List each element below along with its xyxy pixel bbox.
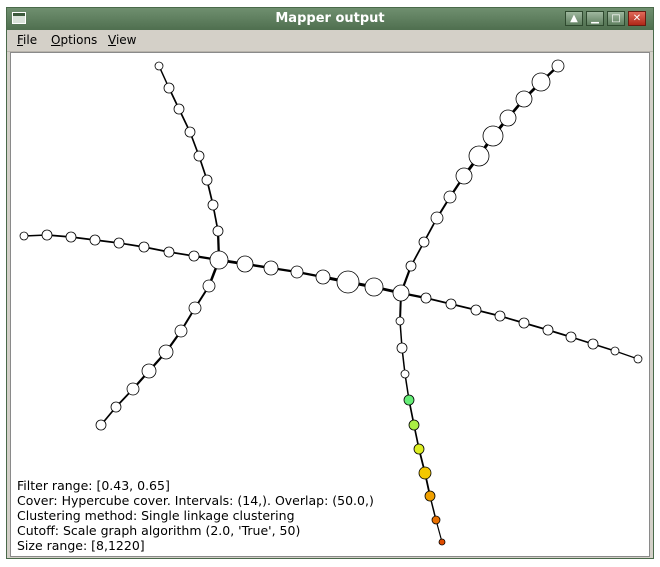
graph-node[interactable]	[113, 237, 125, 249]
graph-node[interactable]	[202, 279, 216, 293]
graph-canvas[interactable]: Filter range: [0.43, 0.65] Cover: Hyperc…	[10, 52, 650, 557]
graph-node[interactable]	[405, 260, 417, 272]
graph-node[interactable]	[315, 269, 331, 285]
graph-node[interactable]	[126, 382, 140, 396]
size-range-text: Size range: [8,1220]	[17, 538, 145, 553]
graph-node[interactable]	[424, 490, 436, 502]
graph-node[interactable]	[633, 354, 643, 364]
graph-node[interactable]	[430, 211, 444, 225]
graph-node[interactable]	[468, 145, 490, 167]
graph-node[interactable]	[364, 277, 384, 297]
graph-node[interactable]	[290, 265, 304, 279]
clustering-text: Clustering method: Single linkage cluste…	[17, 508, 295, 523]
graph-node[interactable]	[403, 394, 415, 406]
mapper-graph[interactable]	[11, 53, 649, 556]
graph-node[interactable]	[193, 150, 205, 162]
graph-node[interactable]	[188, 250, 200, 262]
graph-node[interactable]	[209, 250, 229, 270]
title-bar[interactable]: Mapper output ▲ ▁ □ ✕	[7, 8, 653, 30]
close-icon[interactable]: ✕	[628, 11, 646, 26]
graph-node[interactable]	[163, 246, 175, 258]
graph-node[interactable]	[515, 90, 533, 108]
graph-node[interactable]	[163, 82, 175, 94]
graph-node[interactable]	[445, 298, 457, 310]
graph-node[interactable]	[551, 59, 565, 73]
menu-view[interactable]: View	[108, 33, 136, 47]
graph-node[interactable]	[610, 346, 620, 356]
mapper-window: Mapper output ▲ ▁ □ ✕ File Options View …	[6, 7, 654, 559]
graph-node[interactable]	[158, 344, 174, 360]
graph-node[interactable]	[413, 443, 425, 455]
graph-node[interactable]	[19, 231, 29, 241]
graph-node[interactable]	[482, 125, 504, 147]
graph-node[interactable]	[173, 103, 185, 115]
graph-node[interactable]	[531, 72, 551, 92]
graph-node[interactable]	[392, 284, 410, 302]
graph-nodes	[19, 59, 643, 546]
graph-node[interactable]	[110, 401, 122, 413]
graph-node[interactable]	[263, 260, 279, 276]
graph-node[interactable]	[470, 304, 482, 316]
graph-node[interactable]	[65, 231, 77, 243]
graph-node[interactable]	[201, 174, 213, 186]
graph-node[interactable]	[89, 234, 101, 246]
cutoff-text: Cutoff: Scale graph algorithm (2.0, 'Tru…	[17, 523, 301, 538]
graph-node[interactable]	[174, 324, 188, 338]
menu-bar: File Options View	[7, 30, 653, 52]
graph-node[interactable]	[431, 515, 441, 525]
up-arrow-icon[interactable]: ▲	[565, 11, 583, 26]
window-title: Mapper output	[275, 11, 385, 26]
graph-node[interactable]	[141, 363, 157, 379]
menu-file-mnemonic: F	[17, 33, 24, 47]
graph-node[interactable]	[395, 316, 405, 326]
graph-node[interactable]	[418, 466, 432, 480]
graph-node[interactable]	[418, 236, 430, 248]
graph-node[interactable]	[494, 310, 506, 322]
graph-node[interactable]	[95, 419, 107, 431]
menu-options[interactable]: Options	[51, 33, 97, 47]
graph-node[interactable]	[138, 241, 150, 253]
graph-node[interactable]	[154, 61, 164, 71]
menu-file-label: ile	[23, 33, 38, 47]
menu-file[interactable]: File	[17, 33, 37, 47]
menu-options-label: ptions	[60, 33, 98, 47]
graph-node[interactable]	[542, 324, 554, 336]
graph-node[interactable]	[438, 538, 446, 546]
window-menu-icon[interactable]	[12, 12, 26, 24]
menu-options-mnemonic: O	[51, 33, 61, 47]
graph-node[interactable]	[41, 229, 53, 241]
graph-node[interactable]	[336, 270, 360, 294]
menu-view-mnemonic: V	[108, 33, 116, 47]
graph-node[interactable]	[212, 225, 224, 237]
minimize-icon[interactable]: ▁	[586, 11, 604, 26]
graph-node[interactable]	[396, 342, 408, 354]
graph-node[interactable]	[236, 255, 254, 273]
graph-node[interactable]	[499, 109, 517, 127]
graph-node[interactable]	[565, 331, 577, 343]
graph-node[interactable]	[443, 190, 457, 204]
graph-node[interactable]	[455, 167, 473, 185]
maximize-icon[interactable]: □	[607, 11, 625, 26]
graph-info-panel: Filter range: [0.43, 0.65] Cover: Hyperc…	[17, 478, 374, 553]
cover-text: Cover: Hypercube cover. Intervals: (14,)…	[17, 493, 374, 508]
graph-node[interactable]	[400, 369, 410, 379]
graph-edges	[23, 65, 639, 543]
graph-node[interactable]	[518, 317, 530, 329]
graph-node[interactable]	[184, 126, 196, 138]
graph-node[interactable]	[408, 419, 420, 431]
graph-node[interactable]	[587, 338, 599, 350]
filter-range-text: Filter range: [0.43, 0.65]	[17, 478, 170, 493]
graph-node[interactable]	[420, 292, 432, 304]
menu-view-label: iew	[115, 33, 137, 47]
graph-node[interactable]	[207, 199, 219, 211]
graph-node[interactable]	[188, 301, 202, 315]
